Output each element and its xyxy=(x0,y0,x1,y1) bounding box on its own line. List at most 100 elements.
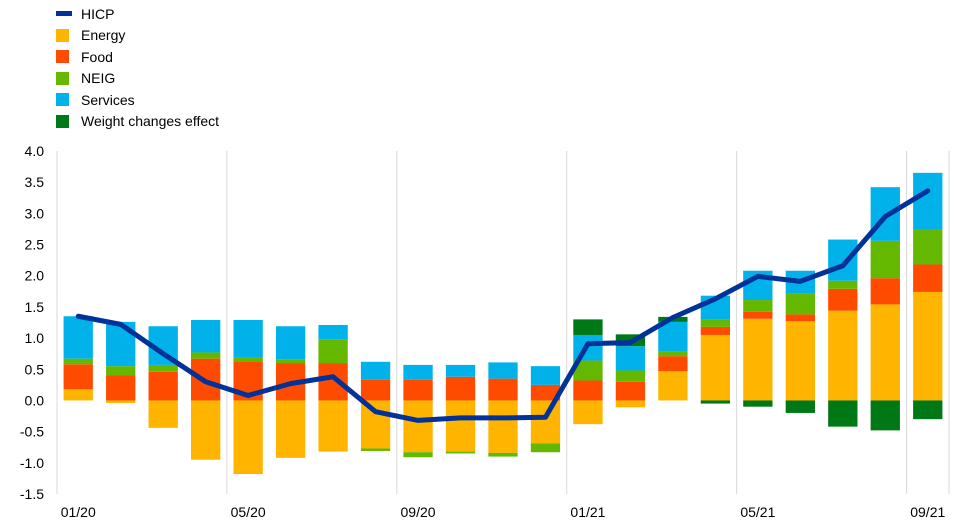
bar-energy-10-20 xyxy=(445,400,476,452)
bar-neig-10-20 xyxy=(445,451,476,454)
bar-neig-02-20 xyxy=(106,366,136,376)
bar-neig-05-20 xyxy=(233,357,263,362)
bar-services-01-20 xyxy=(63,316,93,359)
bar-energy-11-20 xyxy=(488,400,518,453)
series-line-hicp xyxy=(75,188,931,423)
bar-energy-02-21 xyxy=(615,400,646,408)
bar-food-01-20 xyxy=(63,364,93,390)
legend-label-hicp: HICP xyxy=(81,5,115,22)
bar-services-03-21 xyxy=(658,321,688,352)
bar-energy-06-21 xyxy=(785,321,815,401)
legend-label-food: Food xyxy=(81,48,113,65)
bar-food-05-21 xyxy=(743,311,773,319)
x-tick-label: 01/20 xyxy=(61,504,96,520)
y-tick-label: 3.0 xyxy=(25,205,45,221)
bar-energy-01-20 xyxy=(63,389,93,401)
y-tick-label: 0.5 xyxy=(25,361,45,377)
legend-label-weight-changes-effect: Weight changes effect xyxy=(81,113,220,130)
bar-weight-changes-effect-09-21 xyxy=(913,400,943,420)
bar-weight-changes-effect-06-21 xyxy=(785,400,815,413)
bar-neig-07-21 xyxy=(828,280,858,289)
chart-legend: HICP Energy Food NEIG Services Weight changes… xyxy=(56,3,219,132)
bar-services-09-20 xyxy=(403,364,433,380)
y-tick-label: 0.0 xyxy=(25,392,45,408)
bar-weight-changes-effect-05-21 xyxy=(743,400,773,407)
bar-food-09-21 xyxy=(913,264,943,292)
bar-neig-04-21 xyxy=(700,319,731,327)
bar-neig-06-20 xyxy=(275,359,306,364)
bar-energy-07-20 xyxy=(318,400,348,452)
bar-neig-02-21 xyxy=(615,370,646,382)
legend-item-energy: Energy xyxy=(56,25,219,47)
bar-services-11-20 xyxy=(488,362,518,379)
legend-item-services: Services xyxy=(56,89,219,111)
bar-energy-05-21 xyxy=(743,318,773,401)
bar-energy-08-20 xyxy=(360,400,391,449)
legend-item-neig: NEIG xyxy=(56,68,219,90)
y-axis: 4.0 3.5 3.0 2.5 2.0 1.5 1.0 0.5 0.0 -0.5 -1.0 -1.5 xyxy=(20,143,44,502)
x-tick-label: 05/21 xyxy=(740,504,775,520)
legend-label-services: Services xyxy=(81,91,135,108)
bar-energy-02-20 xyxy=(106,400,136,403)
bar-energy-05-20 xyxy=(233,400,263,475)
bar-neig-01-20 xyxy=(63,358,93,365)
bar-energy-01-21 xyxy=(573,400,603,425)
bar-services-08-20 xyxy=(360,361,391,380)
bar-food-09-20 xyxy=(403,379,433,401)
bar-energy-04-21 xyxy=(700,334,731,401)
bar-energy-09-20 xyxy=(403,400,433,453)
bar-neig-12-20 xyxy=(530,443,561,453)
bar-neig-03-20 xyxy=(148,364,178,372)
bar-weight-changes-effect-04-21 xyxy=(700,400,731,404)
legend-item-food: Food xyxy=(56,46,219,68)
bar-neig-04-20 xyxy=(191,352,221,359)
chart-gridlines xyxy=(56,151,950,494)
legend-swatch-neig xyxy=(56,71,69,85)
y-tick-label: -1.0 xyxy=(20,455,44,471)
bar-food-10-20 xyxy=(445,376,476,401)
legend-swatch-food xyxy=(56,50,69,64)
bar-services-07-21 xyxy=(828,239,858,281)
legend-label-neig: NEIG xyxy=(81,70,116,87)
bar-neig-03-21 xyxy=(658,351,688,357)
y-tick-label: -0.5 xyxy=(20,424,44,440)
bar-energy-03-20 xyxy=(148,400,178,428)
bar-energy-12-20 xyxy=(530,400,561,444)
chart-bars xyxy=(63,172,943,475)
bar-services-02-21 xyxy=(615,346,646,371)
bar-food-02-20 xyxy=(106,375,136,401)
y-tick-label: 1.5 xyxy=(25,299,45,315)
y-tick-label: 1.0 xyxy=(25,330,45,346)
bar-food-01-21 xyxy=(573,380,603,401)
x-tick-label: 09/21 xyxy=(910,504,945,520)
bar-weight-changes-effect-07-21 xyxy=(828,400,858,427)
bar-food-08-21 xyxy=(870,278,900,305)
bar-energy-06-20 xyxy=(275,400,306,458)
bar-energy-09-21 xyxy=(913,291,943,401)
legend-label-energy: Energy xyxy=(81,27,126,44)
bar-neig-06-21 xyxy=(785,293,815,315)
bar-food-07-20 xyxy=(318,363,348,401)
bar-neig-11-20 xyxy=(488,452,518,457)
x-axis: 01/20 05/20 09/20 01/21 05/21 09/21 xyxy=(61,504,946,520)
bar-food-11-20 xyxy=(488,378,518,401)
bar-services-09-21 xyxy=(913,172,943,230)
bar-neig-09-20 xyxy=(403,452,433,458)
bar-services-06-20 xyxy=(275,326,306,360)
bar-neig-09-21 xyxy=(913,229,943,265)
bar-weight-changes-effect-01-21 xyxy=(573,319,603,335)
y-tick-label: 4.0 xyxy=(25,143,45,159)
bar-food-06-21 xyxy=(785,314,815,322)
bar-services-10-20 xyxy=(445,364,476,377)
bar-services-12-20 xyxy=(530,366,561,385)
y-tick-label: 2.5 xyxy=(25,237,45,253)
bar-neig-07-20 xyxy=(318,339,348,364)
bar-food-02-21 xyxy=(615,381,646,401)
legend-swatch-weight-changes-effect xyxy=(56,114,69,128)
chart-line xyxy=(75,188,931,423)
bar-services-05-20 xyxy=(233,320,263,358)
bar-food-12-20 xyxy=(530,384,561,401)
legend-item-weight-changes-effect: Weight changes effect xyxy=(56,111,219,133)
y-tick-label: 3.5 xyxy=(25,174,45,190)
